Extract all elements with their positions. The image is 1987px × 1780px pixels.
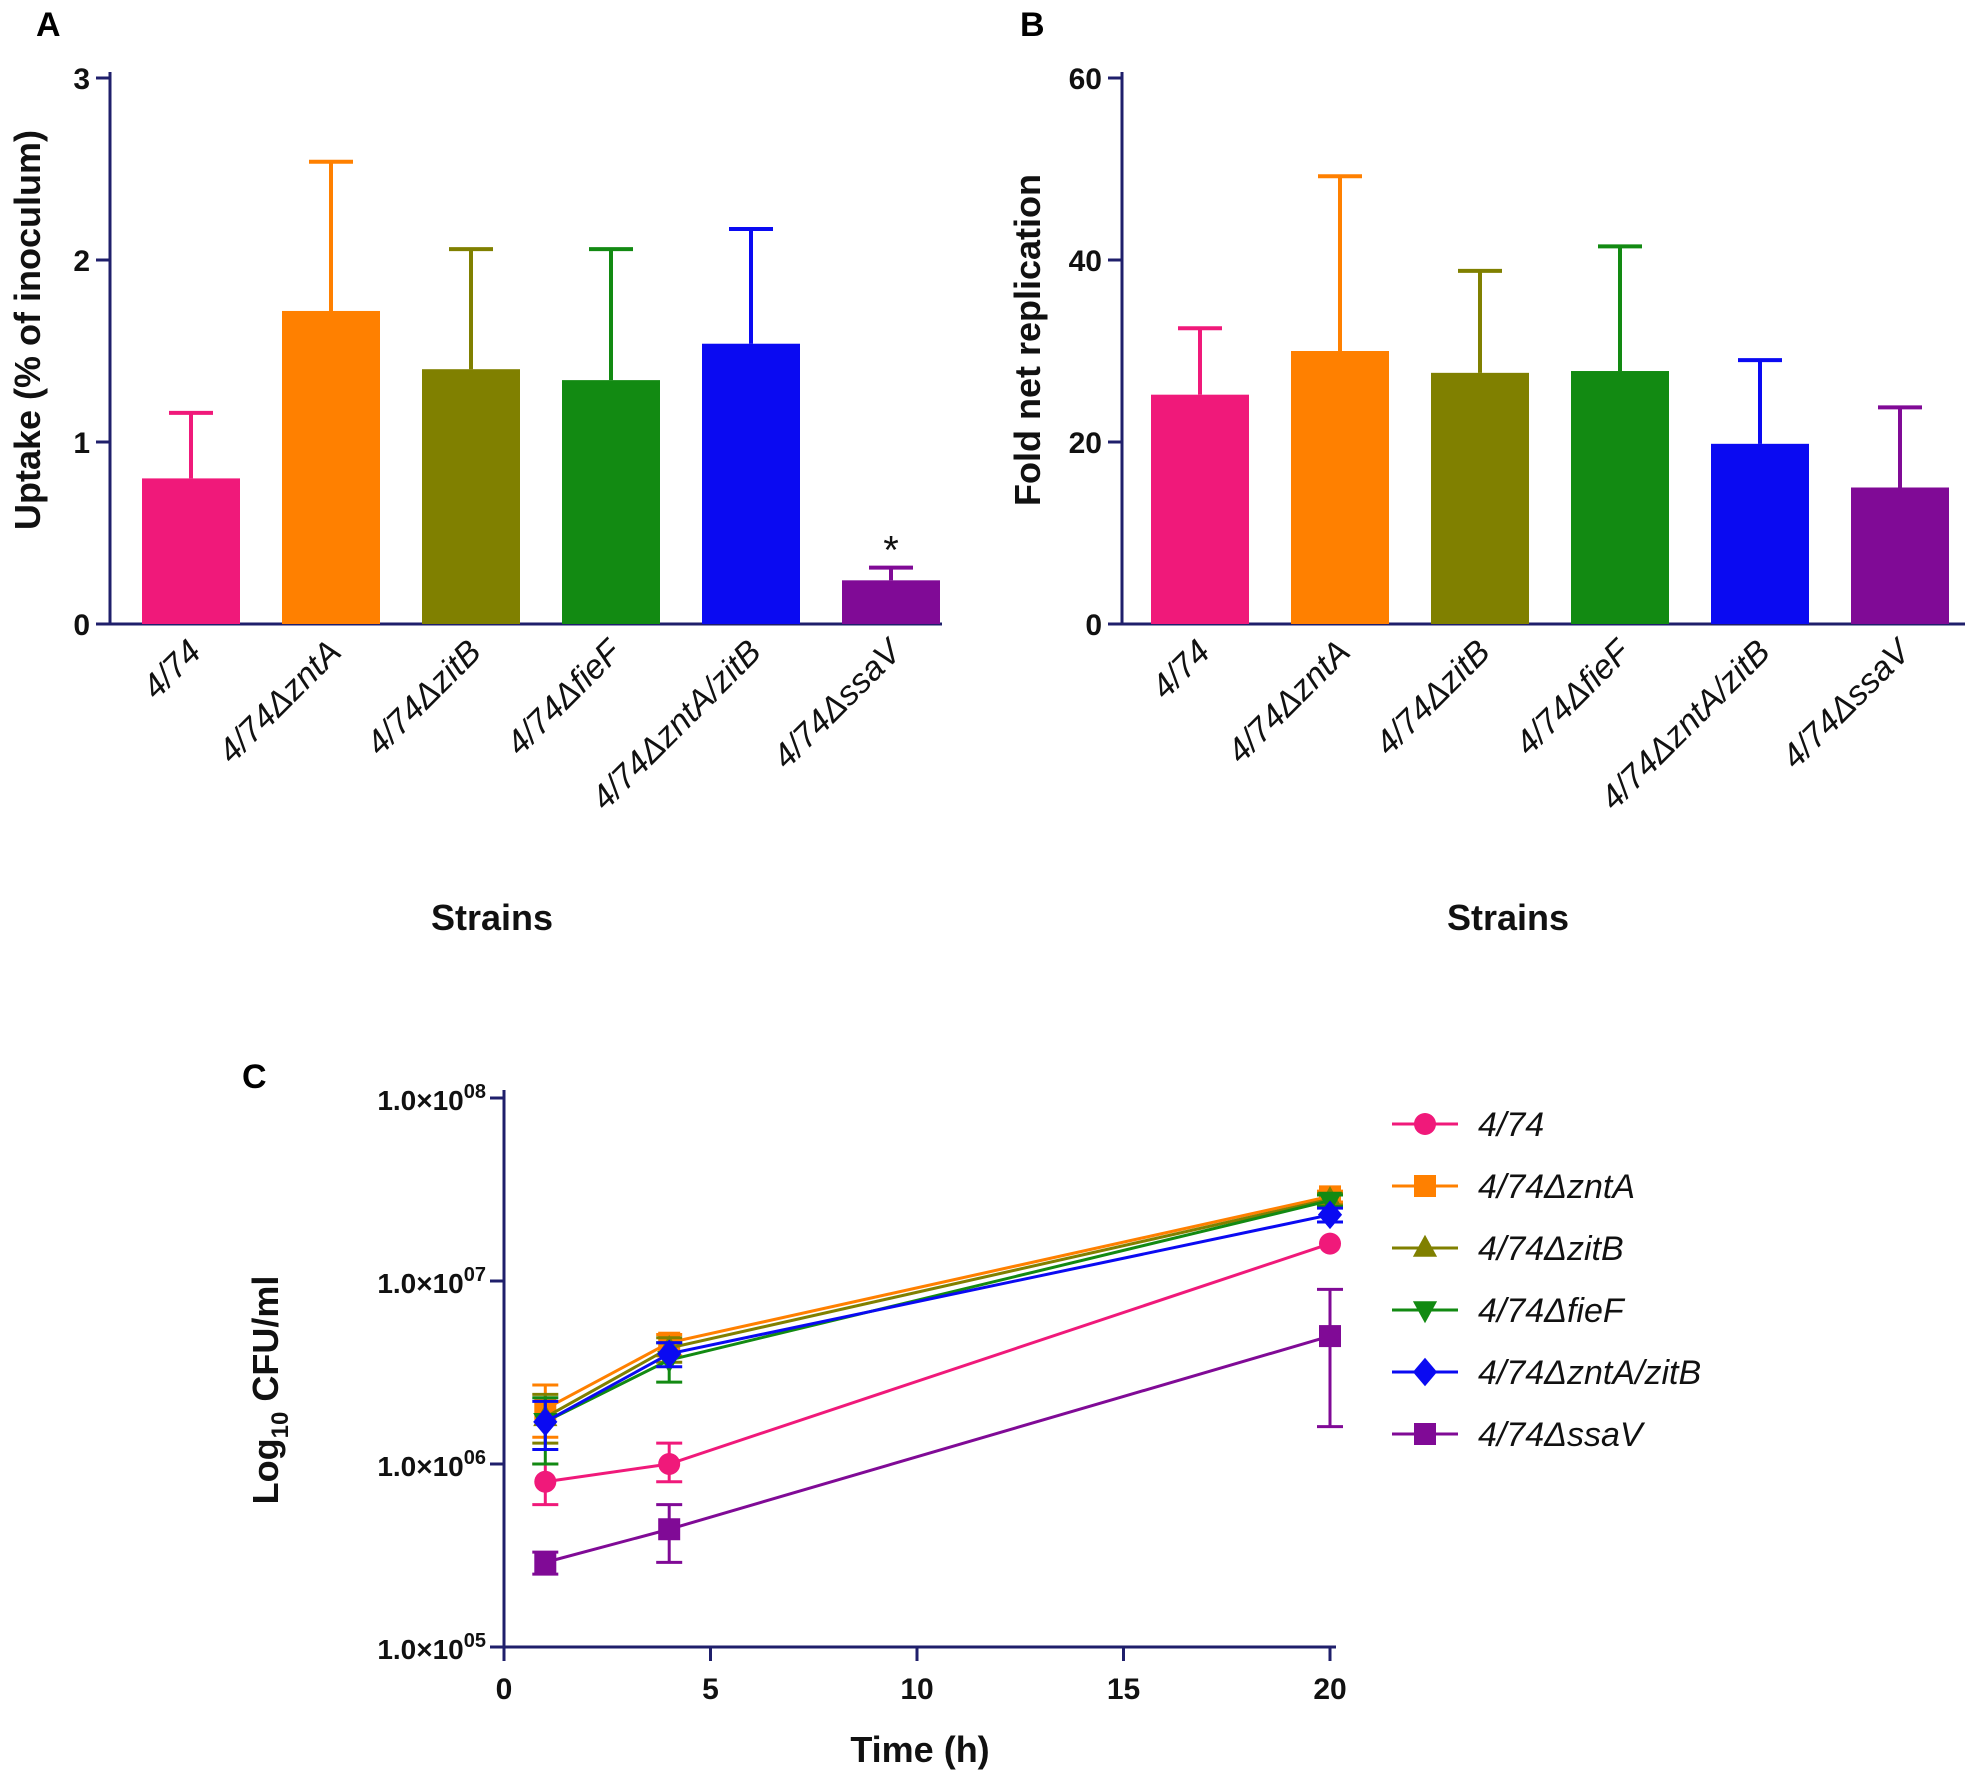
panel-c-x-tick-label: 20 [1313,1673,1346,1706]
panel-c-legend-item: 4/74ΔzntA [1392,1168,1635,1206]
panel-c-y-tick-label: 1.0×1005 [377,1630,486,1665]
panel-b-y-ticks: 0 20 40 60 [1069,63,1122,642]
panelA-bar [562,380,660,624]
panelA-y-tick-label: 0 [73,609,90,642]
panel-c-y-axis-title-subscript: 10 [267,1412,294,1439]
panel-c-legend: 4/74 4/74ΔzntA 4/74ΔzitB 4/74ΔfieF 4/74ΔzntA… [1392,1106,1701,1454]
panel-c-data-point [657,1339,682,1369]
panel-c-y-axis-title-rest: CFU/ml [245,1276,286,1412]
panel-c-x-ticks: 0 5 10 15 20 [496,1647,1347,1706]
panel-c-legend-label: 4/74ΔssaV [1478,1416,1646,1454]
panelA-significance-marker: * [883,529,899,573]
panel-c-y-tick-mantissa: 1.0×10 [377,1085,463,1116]
panelB-y-tick-label: 60 [1069,63,1102,96]
panel-c-legend-marker [1412,1234,1438,1257]
panel-c-y-tick-label: 1.0×1008 [377,1081,486,1116]
panel-c-data-point [533,1407,558,1437]
panel-c-data-point [658,1453,681,1475]
panel-c-series-group [532,1200,1343,1452]
panelA-y-tick-label: 1 [73,427,90,460]
panel-c-legend-marker [1414,1423,1436,1445]
panel-c-series-group [532,1287,1343,1576]
panel-c-y-tick-exponent: 06 [464,1447,486,1469]
panelB-y-tick-label: 20 [1069,427,1102,460]
panel-c-y-tick-label: 1.0×1006 [377,1447,486,1482]
panel-c-legend-marker [1414,1175,1436,1197]
panel-c-legend-label: 4/74ΔzntA/zitB [1478,1354,1701,1392]
panel-c-data-point [534,1551,557,1574]
panel-c-data-point [1317,1200,1343,1230]
panel-a-x-axis-title: Strains [431,897,553,938]
panel-b-y-axis-title: Fold net replication [1007,174,1048,506]
panel-c-x-tick-label: 0 [496,1673,513,1706]
panel-c-x-tick-label: 15 [1107,1673,1140,1706]
panelA-bar [422,369,520,624]
panelA-bar [142,478,240,624]
panelA-bar [702,343,800,624]
panelB-y-tick-label: 0 [1085,609,1102,642]
panel-c-data-point [658,1518,681,1541]
panel-a-letter: A [36,6,61,44]
panel-c-data-point [534,1470,557,1493]
panel-c-x-tick-label: 10 [900,1673,933,1706]
panel-b-x-axis-title: Strains [1447,897,1569,938]
panel-c-letter: C [242,1058,267,1096]
panel-c-y-tick-mantissa: 1.0×10 [377,1268,463,1299]
panel-b-letter: B [1020,6,1045,44]
panel-c-legend-label: 4/74ΔfieF [1478,1292,1626,1330]
panelB-bar [1151,394,1249,624]
panel-c-legend-label: 4/74 [1478,1106,1544,1144]
panelA-y-tick-label: 2 [73,245,90,278]
panelB-y-tick-label: 40 [1069,245,1102,278]
panelB-bar [1571,371,1669,624]
panelA-bar [282,310,380,624]
panel-c-legend-marker [1412,1357,1438,1387]
panel-c-y-tick-exponent: 08 [464,1081,486,1103]
panel-c-y-axis-title-main: Log [245,1438,286,1504]
panel-c-data-point [1319,1325,1341,1348]
panel-c-legend-marker [1412,1301,1438,1324]
panelA-y-tick-label: 3 [73,63,90,96]
panel-c-legend-item: 4/74ΔfieF [1392,1292,1626,1330]
panel-c-y-axis-title: Log10 CFU/ml [245,1276,294,1505]
panel-c-legend-item: 4/74ΔzitB [1392,1230,1624,1268]
panel-c-series [532,1185,1343,1576]
panel-c-legend-item: 4/74ΔzntA/zitB [1392,1354,1701,1392]
panel-c-legend-label: 4/74ΔzntA [1478,1168,1635,1206]
panel-a-y-axis-title: Uptake (% of inoculum) [7,130,48,530]
panel-c-y-tick-mantissa: 1.0×10 [377,1634,463,1665]
panel-c-y-tick-mantissa: 1.0×10 [377,1451,463,1482]
panel-c-legend-item: 4/74ΔssaV [1392,1416,1646,1454]
panel-a-y-ticks: 0 1 2 3 [73,63,110,642]
panelA-bar [842,580,940,624]
panel-b-bars [1151,174,1949,624]
panel-c-legend-item: 4/74 [1392,1106,1544,1144]
panel-c-legend-label: 4/74ΔzitB [1478,1230,1624,1268]
panelB-bar [1851,487,1949,624]
panel-c-y-tick-exponent: 07 [464,1264,486,1286]
panel-c-series-group [532,1232,1341,1507]
panel-c-data-point [1319,1232,1341,1255]
panel-c-y-tick-label: 1.0×1007 [377,1264,486,1299]
panelB-bar [1291,351,1389,624]
panel-c-y-tick-exponent: 05 [464,1630,486,1652]
panel-c-x-tick-label: 5 [702,1673,719,1706]
panel-c-x-axis-title: Time (h) [850,1729,989,1770]
panel-c-legend-marker [1414,1113,1436,1135]
panel-a-bars: * [142,159,940,624]
panelB-bar [1711,443,1809,624]
panelB-bar [1431,372,1529,624]
